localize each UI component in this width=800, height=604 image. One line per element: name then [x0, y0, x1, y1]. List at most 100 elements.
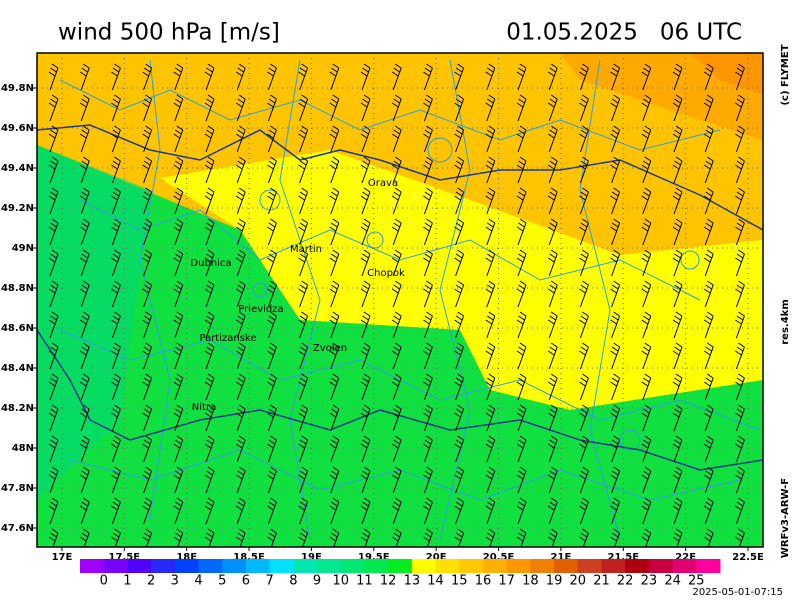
wind-barb [111, 218, 121, 246]
wind-barb [703, 373, 714, 401]
colorbar-swatch [672, 559, 697, 573]
wind-barb [454, 187, 465, 215]
wind-barb [79, 528, 90, 547]
colorbar-swatch [340, 559, 365, 573]
y-tick-label: 49.6N [1, 123, 34, 134]
wind-barb [767, 343, 776, 369]
colorbar-swatch [127, 559, 152, 573]
wind-barb [267, 94, 277, 122]
wind-barb [204, 466, 215, 494]
wind-barb [767, 281, 776, 307]
wind-barb [204, 125, 215, 153]
wind-barb [204, 311, 215, 339]
wind-barb [111, 94, 121, 122]
wind-barb [516, 94, 527, 122]
wind-barb [641, 311, 652, 339]
wind-barb [703, 497, 714, 525]
wind-barb [672, 404, 683, 432]
wind-barb [173, 280, 184, 308]
wind-barb [485, 311, 496, 339]
colorbar-label: 22 [617, 574, 634, 589]
wind-barb [516, 466, 527, 494]
wind-barb [454, 280, 465, 308]
y-tick-label: 49.2N [1, 203, 34, 214]
wind-barb [579, 125, 589, 153]
wind-barb [235, 497, 246, 525]
wind-barb [142, 63, 153, 91]
wind-barb [516, 373, 527, 401]
wind-barb [360, 63, 371, 91]
wind-barb [111, 280, 121, 308]
wind-barb [235, 435, 246, 463]
wind-barb [454, 373, 465, 401]
wind-barb [735, 373, 745, 401]
wind-barb [111, 342, 121, 370]
wind-barb [579, 187, 589, 215]
wind-barb [547, 404, 558, 432]
wind-barb [579, 218, 589, 246]
generated-time: 2025-05-01-07:15 [692, 587, 783, 598]
wind-barb [579, 342, 589, 370]
wind-barb [360, 435, 371, 463]
wind-barb [204, 187, 215, 215]
wind-barb [48, 404, 59, 432]
colorbar-swatch [198, 559, 223, 573]
wind-barb [235, 187, 246, 215]
wind-barb [735, 156, 745, 184]
wind-barb [142, 311, 153, 339]
wind-barb [672, 311, 683, 339]
wind-barb [485, 187, 496, 215]
colorbar-swatch [411, 559, 437, 573]
wind-barb [391, 156, 402, 184]
wind-barb [267, 497, 277, 525]
country-border [37, 124, 763, 471]
wind-barb [735, 280, 745, 308]
wind-barb [267, 528, 277, 547]
wind-barb [48, 156, 59, 184]
field: Orava Martin Dubnica Chopok Prievidza Partiza… [37, 53, 776, 547]
wind-barb [391, 187, 402, 215]
wind-barb [641, 373, 652, 401]
wind-barb [79, 311, 90, 339]
wind-barb [735, 528, 745, 547]
y-tick-label: 47.6N [1, 523, 34, 534]
wind-barb [641, 218, 652, 246]
colorbar-swatch [388, 559, 413, 573]
wind-barb [767, 219, 776, 245]
wind-barb [703, 187, 714, 215]
x-tick-label: 20.5E [483, 552, 515, 563]
wind-barb [735, 125, 745, 153]
colorbar-swatch [435, 559, 460, 573]
wind-barb [703, 466, 714, 494]
wind-barb [672, 373, 683, 401]
wind-barb [79, 342, 90, 370]
wind-barb [454, 94, 465, 122]
wind-barb [173, 94, 184, 122]
wind-barb [298, 125, 309, 153]
wind-barb [329, 218, 340, 246]
wind-barb [423, 249, 433, 277]
wind-barb [142, 435, 153, 463]
wind-barb [142, 373, 153, 401]
wind-barb [547, 342, 558, 370]
wind-barb [79, 187, 90, 215]
wind-barb [235, 249, 246, 277]
wind-barb [267, 311, 277, 339]
wind-barb [329, 156, 340, 184]
wind-barb [298, 466, 309, 494]
wind-barb [672, 435, 683, 463]
wind-barb [516, 435, 527, 463]
wind-barb [298, 373, 309, 401]
wind-barb [79, 94, 90, 122]
wind-barb [142, 94, 153, 122]
colorbar-swatch [174, 559, 200, 573]
wind-barb [454, 528, 465, 547]
wind-barbs [48, 63, 776, 547]
wind-barb [454, 342, 465, 370]
wind-barb [173, 497, 184, 525]
wind-barb [360, 94, 371, 122]
colorbar-label: 23 [641, 574, 658, 589]
wind-barb [579, 435, 589, 463]
wind-barb [485, 466, 496, 494]
